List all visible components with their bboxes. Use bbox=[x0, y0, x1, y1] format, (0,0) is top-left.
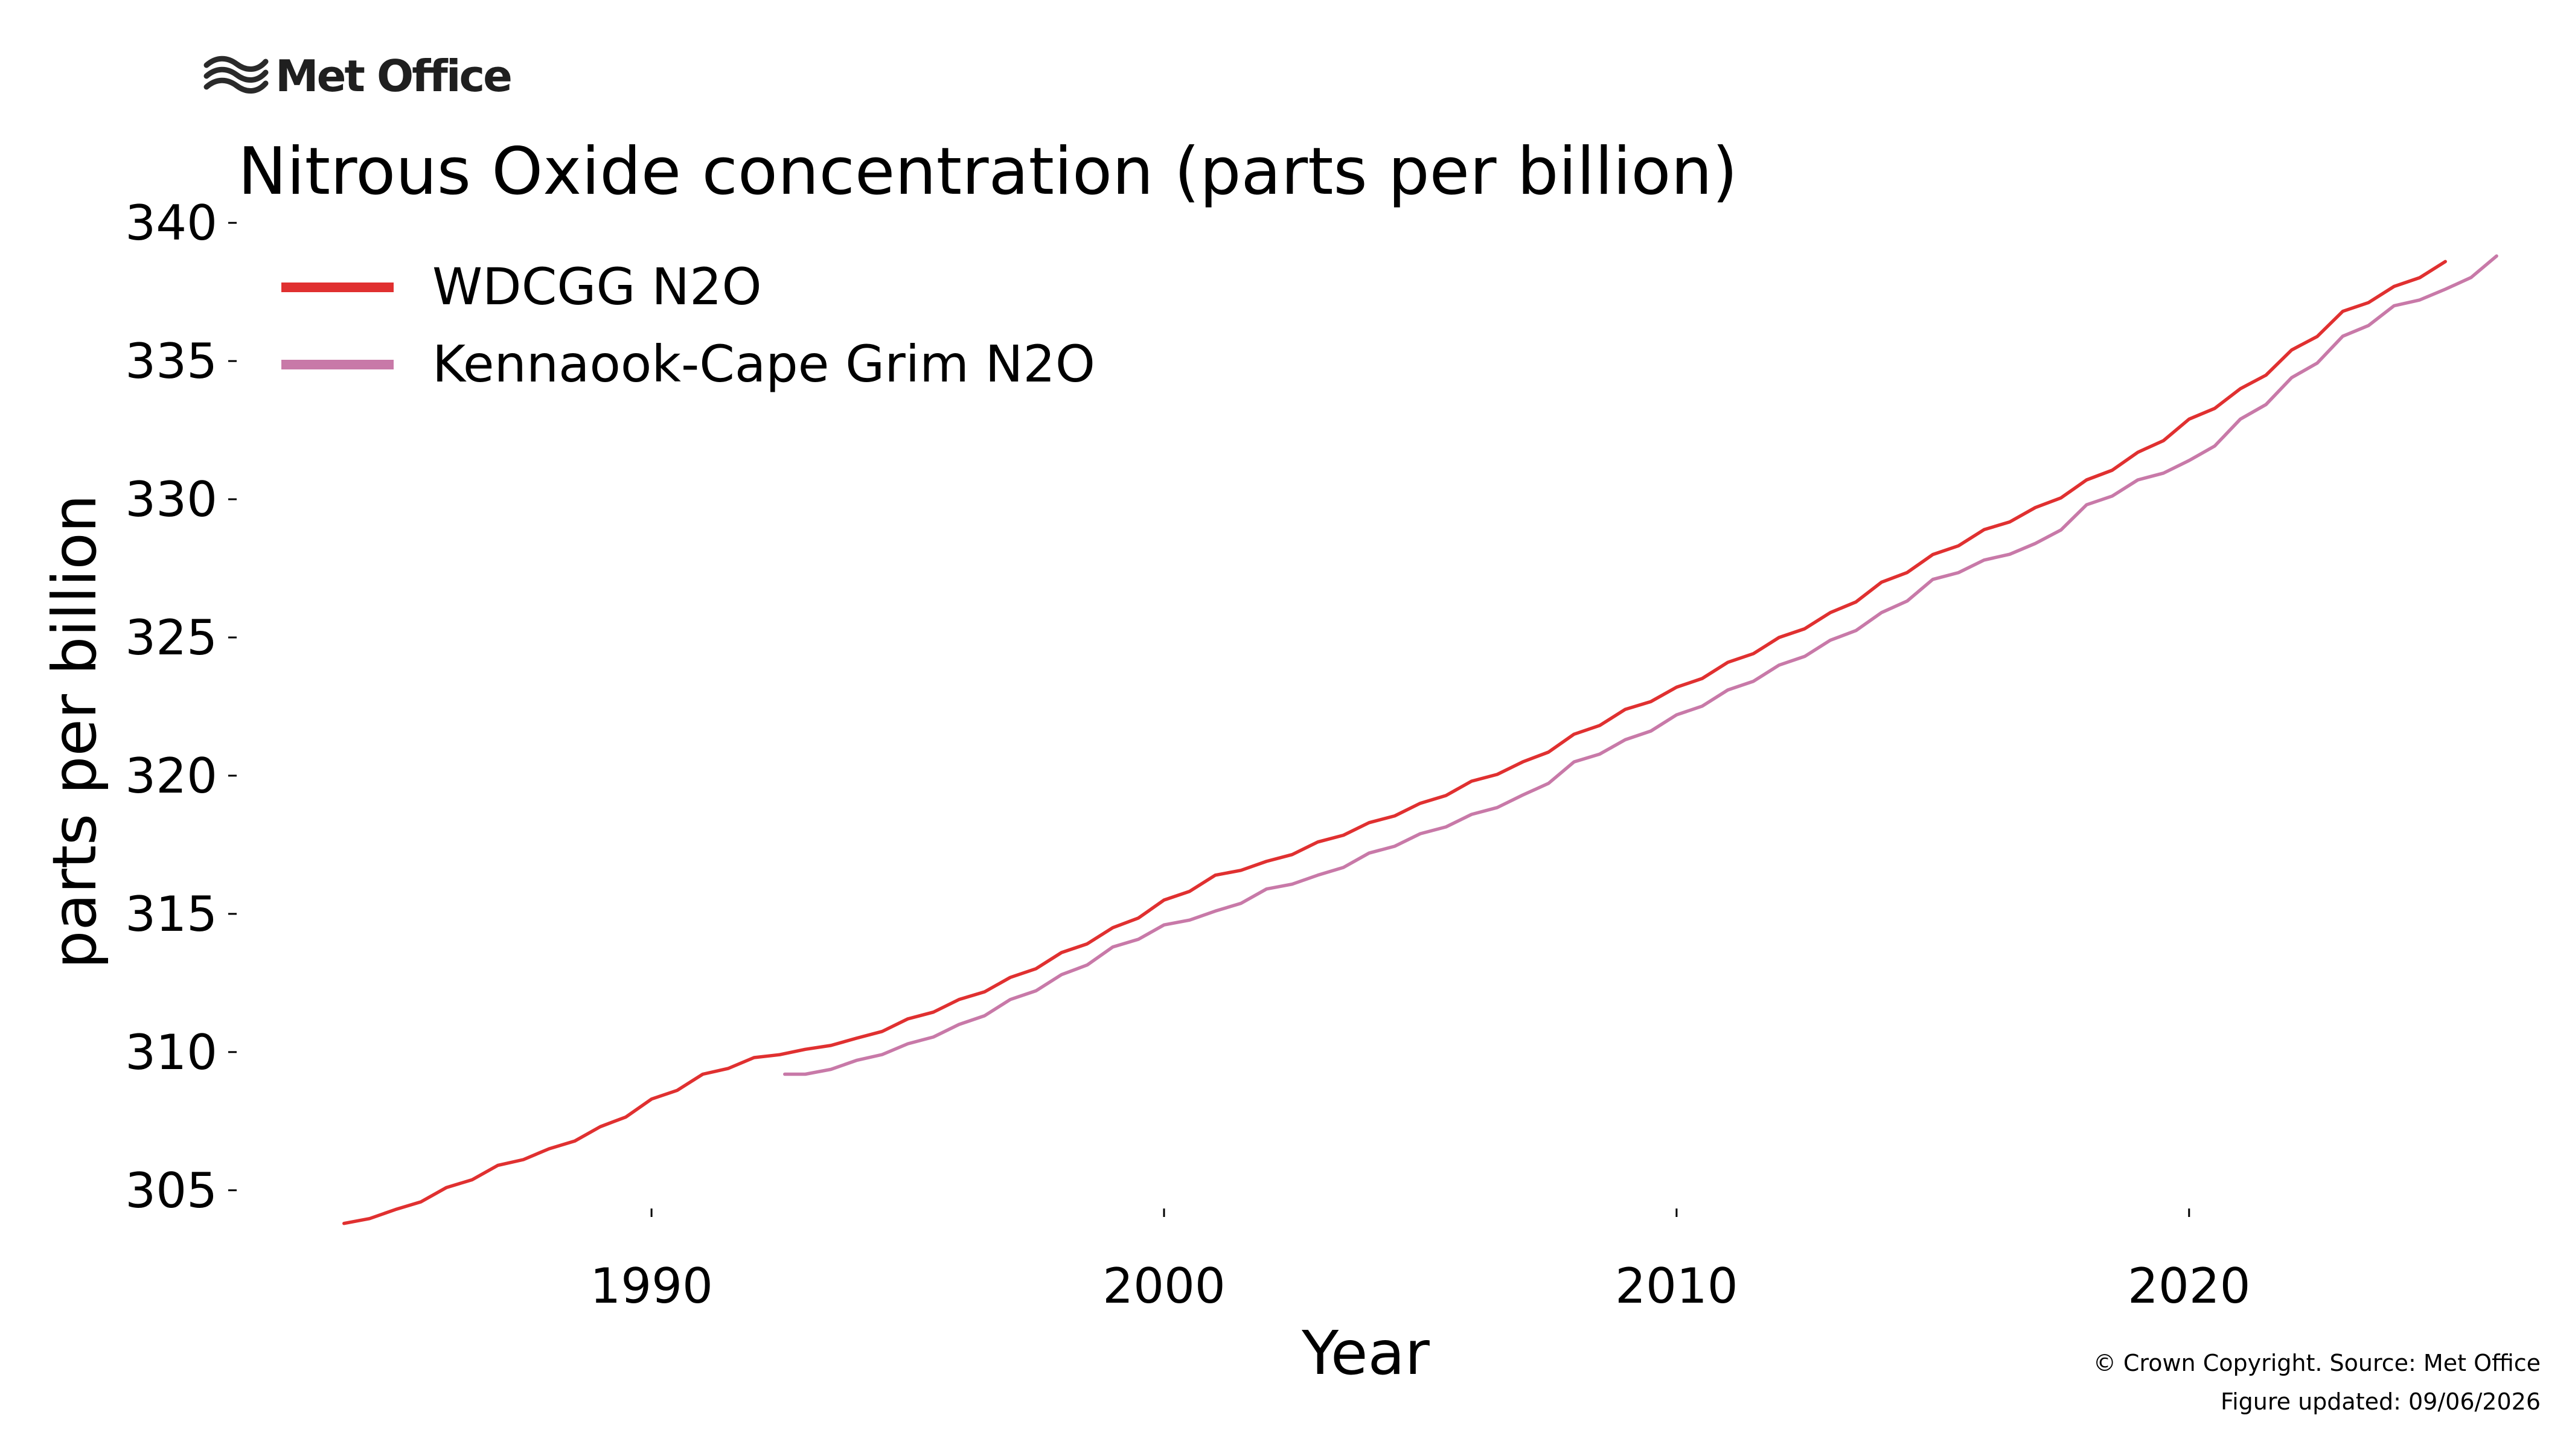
series-line-2 bbox=[783, 254, 2498, 1076]
brand-name: Met Office bbox=[275, 51, 513, 101]
x-axis-label: Year bbox=[1301, 1318, 1430, 1388]
met-office-logo: Met Office bbox=[203, 51, 513, 101]
met-office-wave-icon bbox=[203, 56, 269, 94]
copyright-note: © Crown Copyright. Source: Met Office bbox=[2093, 1350, 2541, 1376]
x-tick-label: 2020 bbox=[2128, 1258, 2251, 1314]
chart-title: Nitrous Oxide concentration (parts per b… bbox=[238, 134, 1738, 209]
x-tick-label: 2010 bbox=[1615, 1258, 1738, 1314]
y-tick-label: 305 bbox=[125, 1163, 217, 1219]
x-tick-label: 2000 bbox=[1102, 1258, 1226, 1314]
y-tick-label: 320 bbox=[125, 748, 217, 804]
legend-label-2: Kennaook-Cape Grim N2O bbox=[432, 334, 1095, 394]
y-tick-label: 330 bbox=[125, 471, 217, 528]
y-tick-label: 325 bbox=[125, 610, 217, 666]
y-tick-label: 335 bbox=[125, 333, 217, 389]
y-tick-label: 315 bbox=[125, 886, 217, 942]
x-tick-label: 1990 bbox=[590, 1258, 713, 1314]
y-axis-label: parts per billion bbox=[39, 494, 110, 969]
y-tick-label: 310 bbox=[125, 1024, 217, 1081]
figure-updated-note: Figure updated: 09/06/2026 bbox=[2220, 1388, 2541, 1415]
legend-label-1: WDCGG N2O bbox=[432, 257, 762, 316]
series-line-1 bbox=[342, 260, 2447, 1225]
y-tick-label: 340 bbox=[125, 195, 217, 251]
